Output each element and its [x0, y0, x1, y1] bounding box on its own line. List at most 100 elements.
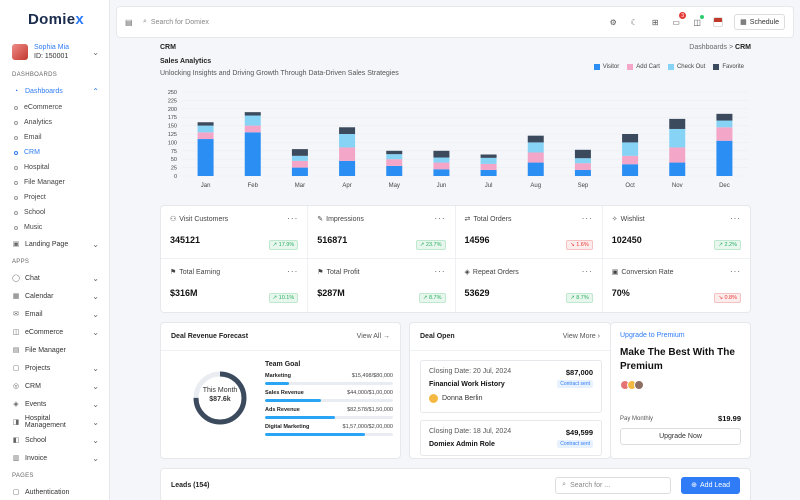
bar-favorite-jul[interactable] [480, 154, 497, 158]
sidebar-item-authentication[interactable]: ▢ Authentication [0, 483, 109, 500]
sidebar-item-ecommerce[interactable]: ◫ eCommerce ⌄ [0, 323, 109, 341]
more-options-icon[interactable]: ··· [581, 267, 593, 276]
bar-favorite-may[interactable] [386, 150, 403, 155]
sidebar-subitem-email[interactable]: Email [0, 130, 109, 145]
bar-check-out-jan[interactable] [197, 125, 214, 133]
bar-check-out-aug[interactable] [527, 142, 544, 153]
sidebar-subitem-crm[interactable]: CRM [0, 145, 109, 160]
bar-add-cart-mar[interactable] [291, 160, 308, 168]
more-options-icon[interactable]: ··· [434, 214, 446, 223]
bar-add-cart-aug[interactable] [527, 152, 544, 163]
bar-visitor-may[interactable] [386, 165, 403, 176]
sidebar-item-events[interactable]: ◈ Events ⌄ [0, 395, 109, 413]
cart-icon[interactable]: ◫ [692, 15, 705, 27]
bar-visitor-apr[interactable] [339, 160, 356, 176]
bar-check-out-sep[interactable] [574, 158, 591, 164]
view-all-link[interactable]: View All → [357, 333, 390, 340]
bar-visitor-jul[interactable] [480, 169, 497, 176]
sidebar-item-projects[interactable]: ▢ Projects ⌄ [0, 359, 109, 377]
bar-add-cart-nov[interactable] [669, 147, 686, 163]
bar-favorite-apr[interactable] [339, 127, 356, 134]
bar-add-cart-oct[interactable] [622, 155, 639, 165]
bar-check-out-mar[interactable] [291, 155, 308, 161]
deal-item[interactable]: Closing Date: 20 Jul, 2024 Financial Wor… [420, 360, 602, 413]
bar-add-cart-dec[interactable] [716, 127, 733, 141]
bar-check-out-dec[interactable] [716, 120, 733, 128]
schedule-button[interactable]: ▦ Schedule [734, 14, 785, 30]
sidebar-item-chat[interactable]: ◯ Chat ⌄ [0, 269, 109, 287]
bar-favorite-jan[interactable] [197, 122, 214, 126]
bar-check-out-jul[interactable] [480, 157, 497, 164]
sidebar-item-crm[interactable]: ◎ CRM ⌄ [0, 377, 109, 395]
sidebar-subitem-school[interactable]: School [0, 205, 109, 220]
bar-visitor-aug[interactable] [527, 162, 544, 176]
view-more-link[interactable]: View More › [563, 333, 600, 340]
more-options-icon[interactable]: ··· [581, 214, 593, 223]
upgrade-now-button[interactable]: Upgrade Now [620, 428, 741, 445]
apps-grid-icon[interactable]: ⊞ [651, 17, 659, 27]
sidebar-subitem-hospital[interactable]: Hospital [0, 160, 109, 175]
settings-icon[interactable]: ⚙ [609, 17, 617, 27]
breadcrumb-parent[interactable]: Dashboards [689, 44, 728, 51]
add-lead-button[interactable]: ⊕ Add Lead [681, 476, 740, 494]
bar-visitor-jan[interactable] [197, 139, 214, 176]
bar-favorite-dec[interactable] [716, 113, 733, 121]
leads-search-input[interactable]: ⌕ Search for ... [555, 476, 672, 494]
sidebar-item-hospital-management[interactable]: ◨ Hospital Management ⌄ [0, 413, 109, 431]
sidebar-item-dashboards[interactable]: ◔ Dashboards ⌃ [0, 82, 109, 100]
bar-visitor-oct[interactable] [622, 164, 639, 176]
bar-favorite-mar[interactable] [291, 149, 308, 156]
bar-favorite-nov[interactable] [669, 118, 686, 129]
bar-add-cart-jan[interactable] [197, 132, 214, 140]
legend-item-favorite[interactable]: Favorite [713, 64, 744, 70]
sidebar-subitem-analytics[interactable]: Analytics [0, 115, 109, 130]
sidebar-subitem-music[interactable]: Music [0, 220, 109, 235]
bar-check-out-jun[interactable] [433, 157, 450, 163]
bar-visitor-mar[interactable] [291, 167, 308, 176]
notification-icon[interactable]: ▭ 3 [671, 12, 687, 27]
legend-item-add-cart[interactable]: Add Cart [627, 64, 660, 70]
bar-add-cart-jul[interactable] [480, 163, 497, 170]
language-flag-icon[interactable] [713, 17, 724, 27]
more-options-icon[interactable]: ··· [730, 267, 741, 276]
bar-add-cart-may[interactable] [386, 159, 403, 166]
user-profile[interactable]: Sophia Mia ID: 150001 ⌄ [0, 38, 109, 66]
bar-check-out-oct[interactable] [622, 142, 639, 156]
bar-favorite-sep[interactable] [574, 149, 591, 159]
bar-favorite-jun[interactable] [433, 150, 450, 158]
sidebar-item-invoice[interactable]: ▥ Invoice ⌄ [0, 449, 109, 467]
bar-visitor-nov[interactable] [669, 162, 686, 176]
sidebar-item-school[interactable]: ◧ School ⌄ [0, 431, 109, 449]
bar-add-cart-feb[interactable] [244, 125, 261, 133]
bar-check-out-nov[interactable] [669, 128, 686, 148]
bar-visitor-jun[interactable] [433, 169, 450, 176]
bar-check-out-apr[interactable] [339, 134, 356, 148]
bar-favorite-aug[interactable] [527, 135, 544, 143]
deal-item[interactable]: Closing Date: 18 Jul, 2024 Domiex Admin … [420, 420, 602, 456]
more-options-icon[interactable]: ··· [730, 214, 741, 223]
bar-visitor-dec[interactable] [716, 140, 733, 176]
legend-item-check-out[interactable]: Check Out [667, 64, 705, 70]
sidebar-item-email[interactable]: ✉ Email ⌄ [0, 305, 109, 323]
sidebar-toggle-icon[interactable]: ▤ [125, 17, 133, 27]
more-options-icon[interactable]: ··· [287, 267, 299, 276]
bar-visitor-sep[interactable] [574, 169, 591, 176]
sidebar-item-landing-page[interactable]: ▣ Landing Page ⌄ [0, 235, 109, 253]
moon-icon[interactable]: ☾ [630, 17, 638, 27]
bar-check-out-feb[interactable] [244, 115, 261, 126]
sidebar-item-file-manager[interactable]: ▤ File Manager [0, 341, 109, 359]
sidebar-subitem-file-manager[interactable]: File Manager [0, 175, 109, 190]
legend-item-visitor[interactable]: Visitor [593, 64, 619, 70]
bar-add-cart-apr[interactable] [339, 147, 356, 161]
bar-add-cart-jun[interactable] [433, 162, 450, 170]
bar-check-out-may[interactable] [386, 154, 403, 160]
search-input[interactable]: ⌕ Search for Domiex [143, 18, 209, 26]
bar-add-cart-sep[interactable] [574, 163, 591, 170]
brand-logo[interactable]: Domie x [0, 0, 109, 38]
bar-favorite-oct[interactable] [622, 134, 639, 143]
bar-favorite-feb[interactable] [244, 112, 261, 116]
sidebar-subitem-project[interactable]: Project [0, 190, 109, 205]
more-options-icon[interactable]: ··· [287, 214, 299, 223]
bar-visitor-feb[interactable] [244, 132, 261, 176]
more-options-icon[interactable]: ··· [434, 267, 446, 276]
